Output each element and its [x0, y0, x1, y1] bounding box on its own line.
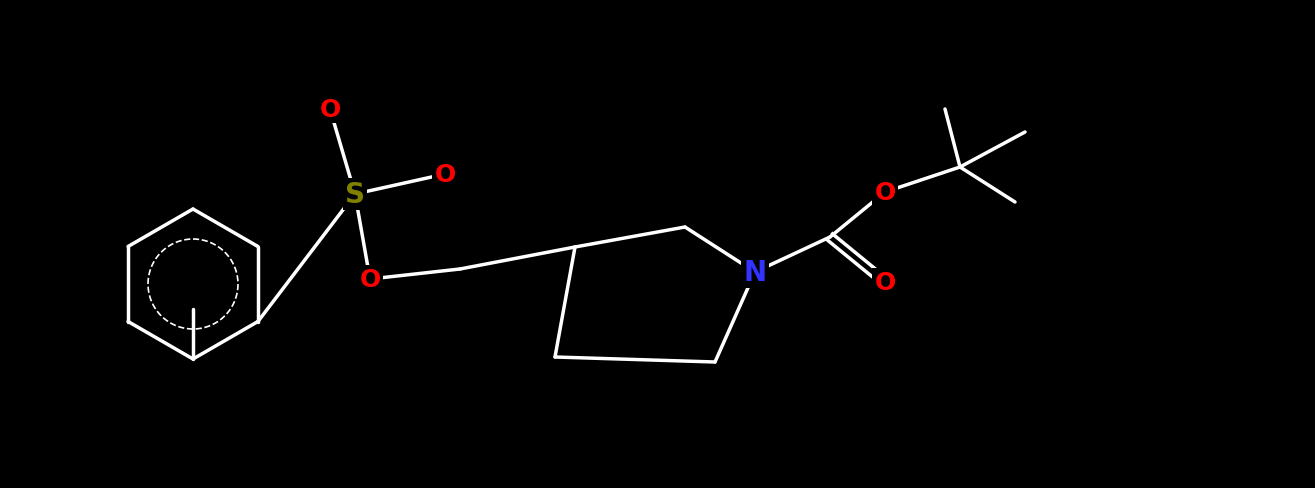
Text: O: O — [320, 98, 341, 122]
Text: O: O — [434, 163, 455, 186]
Text: O: O — [874, 270, 896, 294]
Text: O: O — [359, 267, 380, 291]
Text: N: N — [743, 259, 767, 286]
Text: O: O — [874, 181, 896, 204]
Text: S: S — [345, 181, 366, 208]
